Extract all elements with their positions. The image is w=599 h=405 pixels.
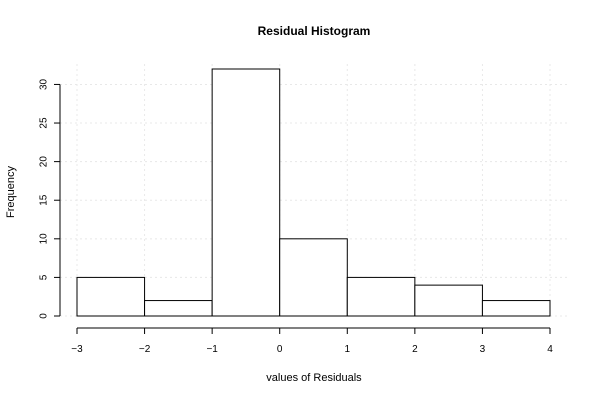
y-tick-label: 10 — [39, 233, 50, 245]
chart-title: Residual Histogram — [258, 24, 371, 38]
x-tick-label: 1 — [345, 344, 351, 355]
histogram-bar-4 — [346, 276, 416, 317]
y-tick-label: 30 — [39, 78, 50, 90]
y-tick-label: 5 — [39, 274, 50, 280]
y-tick-label: 25 — [39, 117, 50, 129]
y-axis-title: Frequency — [5, 166, 17, 218]
x-axis: −3 −2 −1 0 1 2 3 4 — [71, 327, 553, 355]
y-tick-label: 20 — [39, 156, 50, 168]
y-tick-label: 0 — [39, 313, 50, 319]
histogram-bar-2 — [211, 68, 281, 317]
y-axis: 0 5 10 15 20 25 30 — [39, 78, 61, 319]
x-tick-label: −3 — [71, 344, 83, 355]
histogram-bar-5 — [414, 284, 483, 317]
histogram-bar-1 — [144, 300, 213, 317]
x-tick-label: −2 — [139, 344, 151, 355]
bars-layer — [76, 68, 551, 317]
x-tick-label: 4 — [547, 344, 553, 355]
histogram-bar-6 — [481, 300, 551, 317]
x-tick-label: 0 — [277, 344, 283, 355]
x-tick-label: 2 — [412, 344, 418, 355]
x-tick-label: −1 — [206, 344, 218, 355]
x-tick-label: 3 — [480, 344, 486, 355]
y-tick-label: 15 — [39, 194, 50, 206]
histogram-bar-3 — [279, 238, 348, 317]
x-axis-title: values of Residuals — [266, 372, 362, 384]
histogram-bar-0 — [76, 276, 146, 317]
